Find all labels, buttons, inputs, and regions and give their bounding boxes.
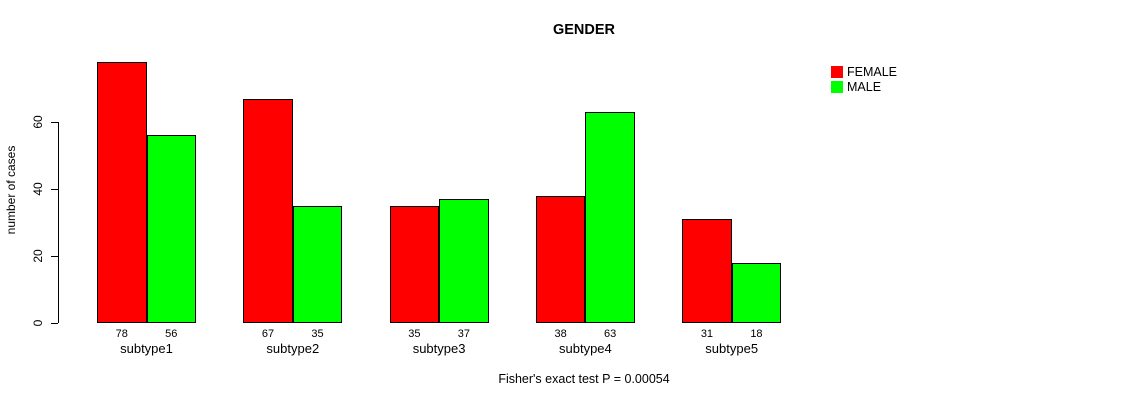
bar-male-subtype4	[585, 111, 635, 323]
bar-value-female-subtype5: 31	[700, 328, 714, 340]
category-label-subtype5: subtype5	[705, 341, 759, 356]
y-tick-mark-40	[51, 188, 58, 190]
legend-item-female: FEMALE	[831, 65, 897, 80]
bar-female-subtype3	[389, 205, 440, 323]
y-tick-label-60: 60	[31, 115, 45, 129]
bar-value-male-subtype3: 37	[457, 328, 470, 340]
bar-female-subtype2	[243, 98, 293, 323]
legend-label-female: FEMALE	[847, 65, 898, 79]
category-label-subtype4: subtype4	[559, 341, 612, 356]
bar-value-female-subtype3: 35	[408, 328, 421, 340]
bar-value-male-subtype4: 63	[604, 328, 617, 340]
bar-value-female-subtype4: 38	[554, 328, 567, 340]
category-label-subtype2: subtype2	[266, 341, 320, 356]
y-axis-line	[58, 122, 59, 323]
bar-value-female-subtype1: 78	[115, 328, 128, 340]
legend-label-male: MALE	[847, 79, 882, 94]
category-label-subtype3: subtype3	[412, 341, 466, 356]
y-tick-mark-20	[51, 255, 58, 257]
y-axis-label: number of cases	[4, 145, 18, 235]
y-tick-label-20: 20	[31, 249, 45, 263]
bar-female-subtype5	[682, 219, 732, 323]
bar-male-subtype2	[292, 205, 343, 323]
bar-male-subtype5	[731, 262, 782, 323]
y-tick-label-40: 40	[31, 182, 45, 196]
y-tick-mark-0	[51, 322, 58, 324]
bar-value-male-subtype2: 35	[311, 328, 324, 340]
legend-item-male: MALE	[831, 80, 897, 95]
bar-male-subtype3	[439, 199, 489, 323]
bar-value-male-subtype1: 56	[165, 328, 178, 340]
bar-male-subtype1	[146, 135, 196, 323]
y-tick-mark-60	[51, 121, 58, 123]
bar-value-female-subtype2: 67	[261, 328, 275, 340]
legend: FEMALE MALE	[831, 65, 897, 94]
bar-female-subtype4	[535, 195, 586, 323]
chart-title: GENDER	[552, 22, 616, 38]
category-label-subtype1: subtype1	[120, 341, 173, 356]
bar-value-male-subtype5: 18	[750, 328, 763, 340]
caption-fishers-test: Fisher's exact test P = 0.00054	[498, 372, 670, 386]
bar-female-subtype1	[97, 61, 147, 323]
legend-swatch-male	[831, 80, 843, 93]
legend-swatch-female	[831, 66, 843, 79]
y-tick-label-0: 0	[31, 319, 45, 327]
